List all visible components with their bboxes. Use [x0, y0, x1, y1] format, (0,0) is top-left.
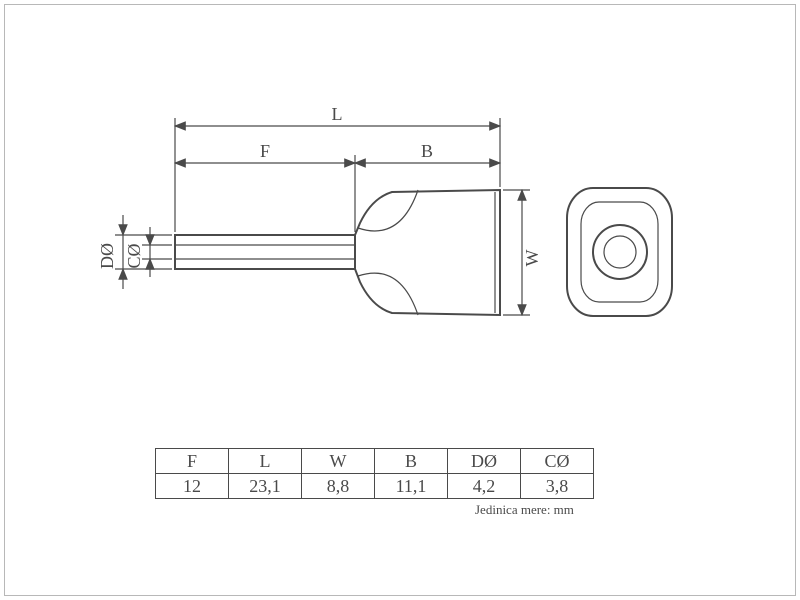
dim-label-L: L	[332, 104, 343, 124]
val-CO: 3,8	[521, 474, 594, 499]
val-W: 8,8	[302, 474, 375, 499]
val-L: 23,1	[229, 474, 302, 499]
col-F: F	[156, 449, 229, 474]
end-view	[567, 188, 672, 316]
val-B: 11,1	[375, 474, 448, 499]
collar	[355, 190, 500, 315]
dim-label-F: F	[260, 141, 270, 161]
table-row: 12 23,1 8,8 11,1 4,2 3,8	[156, 474, 594, 499]
val-DO: 4,2	[448, 474, 521, 499]
unit-note: Jedinica mere: mm	[475, 502, 574, 518]
dim-label-C: CØ	[124, 243, 144, 268]
col-W: W	[302, 449, 375, 474]
barrel	[175, 235, 355, 269]
col-L: L	[229, 449, 302, 474]
table-header-row: F L W B DØ CØ	[156, 449, 594, 474]
val-F: 12	[156, 474, 229, 499]
col-B: B	[375, 449, 448, 474]
dim-label-B: B	[421, 141, 433, 161]
col-CO: CØ	[521, 449, 594, 474]
dim-label-D: DØ	[97, 243, 117, 269]
dim-label-W: W	[522, 250, 542, 267]
col-DO: DØ	[448, 449, 521, 474]
dimension-table: F L W B DØ CØ 12 23,1 8,8 11,1 4,2 3,8	[155, 448, 594, 499]
technical-drawing: L F B W DØ CØ	[0, 0, 800, 440]
